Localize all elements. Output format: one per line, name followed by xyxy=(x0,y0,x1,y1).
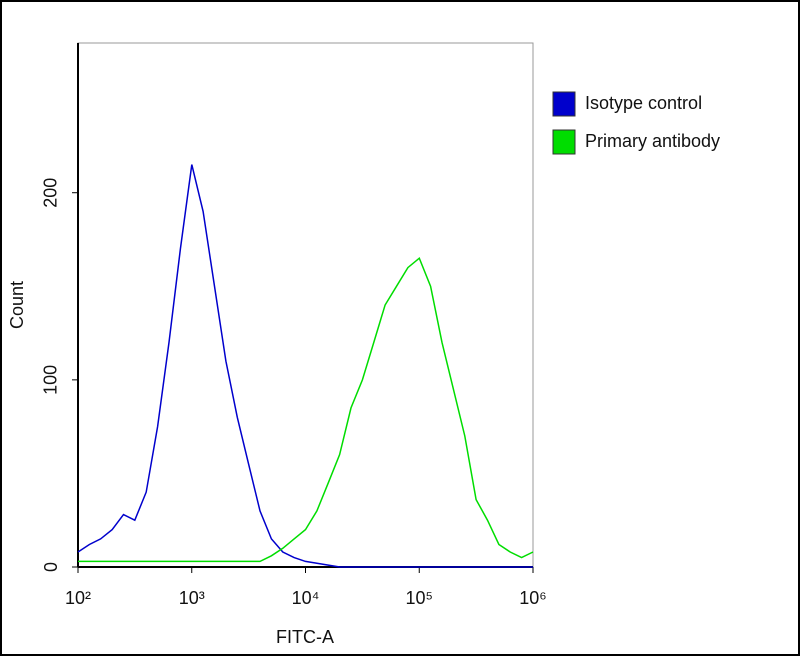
legend-swatch xyxy=(552,129,576,155)
x-tick-label: 10³ xyxy=(179,588,205,608)
y-tick-label: 200 xyxy=(41,178,61,208)
x-tick-label: 10⁴ xyxy=(292,588,320,608)
x-tick-label: 10² xyxy=(65,588,91,608)
legend-swatch xyxy=(552,91,576,117)
legend-label: Isotype control xyxy=(585,93,702,113)
legend-label: Primary antibody xyxy=(585,131,720,151)
y-tick-label: 100 xyxy=(41,365,61,395)
y-tick-label: 0 xyxy=(41,562,61,572)
histogram-line xyxy=(77,164,533,568)
x-axis-label: FITC-A xyxy=(276,627,334,647)
x-tick-label: 10⁶ xyxy=(519,588,546,608)
y-axis-label: Count xyxy=(7,281,27,329)
histogram-line xyxy=(78,256,534,563)
x-tick-label: 10⁵ xyxy=(406,588,433,608)
